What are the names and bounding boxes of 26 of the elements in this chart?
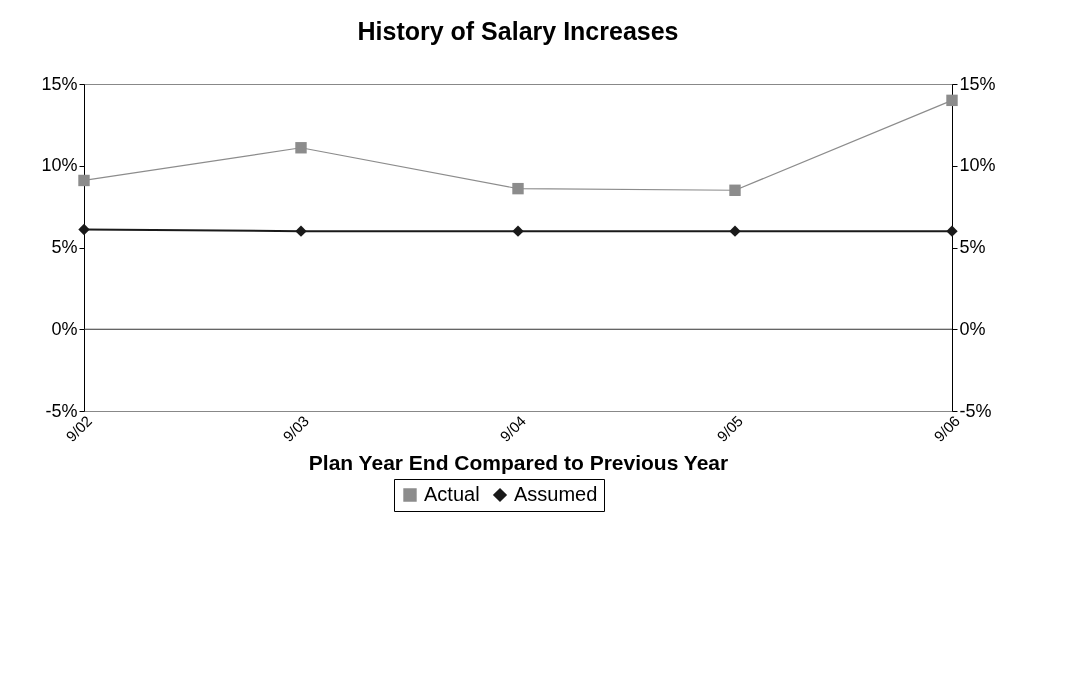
point	[729, 225, 741, 237]
y-tick-label: 10%	[41, 155, 78, 176]
point	[946, 94, 958, 107]
point	[295, 142, 307, 154]
legend-label: Actual	[424, 483, 480, 505]
x-axis-title: Plan Year End Compared to Previous Year	[308, 450, 729, 474]
y-tick-label: 0%	[51, 318, 78, 339]
legend-label: Assumed	[514, 483, 598, 505]
y-tick-label: 15%	[41, 73, 78, 94]
chart-title: History of Salary Increases	[357, 17, 679, 45]
y2-tick-label: 0%	[959, 318, 986, 339]
x-tick-label: 9/03	[279, 412, 313, 445]
point	[295, 225, 307, 237]
point	[512, 182, 524, 195]
y-tick-label: -5%	[45, 400, 78, 421]
y-tick-label: 5%	[51, 237, 78, 257]
y2-tick-label: 5%	[959, 237, 986, 257]
point	[78, 223, 90, 236]
y2-tick-label: 10%	[959, 155, 996, 176]
point	[946, 225, 958, 237]
x-tick-label: 9/04	[496, 412, 530, 445]
point	[512, 225, 524, 237]
y2-tick-label: 15%	[959, 73, 996, 94]
x-tick-label: 9/05	[713, 412, 747, 445]
point	[729, 184, 741, 196]
point	[78, 174, 90, 187]
